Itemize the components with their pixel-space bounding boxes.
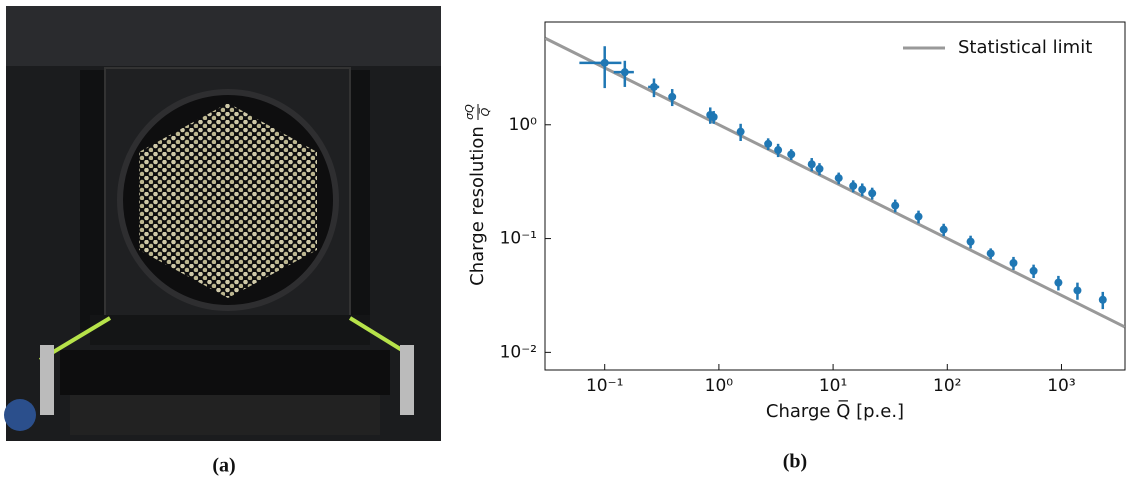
x-tick-label: 10³ bbox=[1047, 376, 1075, 396]
plot-frame bbox=[544, 21, 1126, 371]
point bbox=[986, 249, 995, 258]
y-axis-label-denominator: Q̅ bbox=[479, 107, 492, 116]
point bbox=[668, 92, 677, 101]
x-tick-label: 10¹ bbox=[819, 376, 847, 396]
photo bbox=[4, 6, 441, 441]
point bbox=[834, 174, 843, 183]
point bbox=[849, 181, 858, 190]
point bbox=[815, 164, 824, 173]
point bbox=[891, 201, 900, 210]
y-tick-label: 10⁻¹ bbox=[500, 229, 537, 249]
x-tick-label: 10⁻¹ bbox=[586, 376, 623, 396]
x-tick-label: 10⁰ bbox=[705, 376, 734, 396]
point bbox=[1029, 266, 1038, 275]
point bbox=[620, 68, 629, 77]
point bbox=[649, 82, 658, 91]
point bbox=[736, 127, 745, 136]
point bbox=[600, 58, 609, 67]
x-axis-label: Charge Q̅ [p.e.] bbox=[766, 400, 904, 422]
y-axis-label-text: Charge resolution bbox=[467, 126, 488, 286]
point bbox=[1009, 259, 1018, 268]
point bbox=[939, 225, 948, 234]
point bbox=[858, 185, 867, 194]
panel-label: (b) bbox=[783, 451, 807, 473]
point bbox=[914, 212, 923, 221]
y-axis-label: Charge resolution σQ Q̅ bbox=[463, 104, 492, 286]
y-tick-label: 10⁰ bbox=[509, 115, 538, 135]
legend-label: Statistical limit bbox=[958, 37, 1092, 58]
point bbox=[966, 237, 975, 246]
point bbox=[807, 160, 816, 169]
point bbox=[764, 139, 773, 148]
point bbox=[709, 113, 718, 122]
point bbox=[868, 189, 877, 198]
x-tick-label: 10² bbox=[933, 376, 961, 396]
point bbox=[787, 150, 796, 159]
point bbox=[1073, 286, 1082, 295]
y-axis-label-numerator: σQ bbox=[463, 104, 476, 120]
panel-label: (a) bbox=[212, 455, 235, 477]
line bbox=[545, 36, 1125, 329]
point bbox=[774, 146, 783, 155]
y-tick-label: 10⁻² bbox=[500, 342, 537, 362]
point bbox=[1098, 295, 1107, 304]
plot-area bbox=[545, 36, 1125, 329]
chart: 10⁻¹ 10⁰ 10¹ 10² 10³ 10⁻² 10⁻¹ 10⁰ Charge Q̅ [p.… bbox=[463, 21, 1126, 422]
point bbox=[1054, 278, 1063, 287]
